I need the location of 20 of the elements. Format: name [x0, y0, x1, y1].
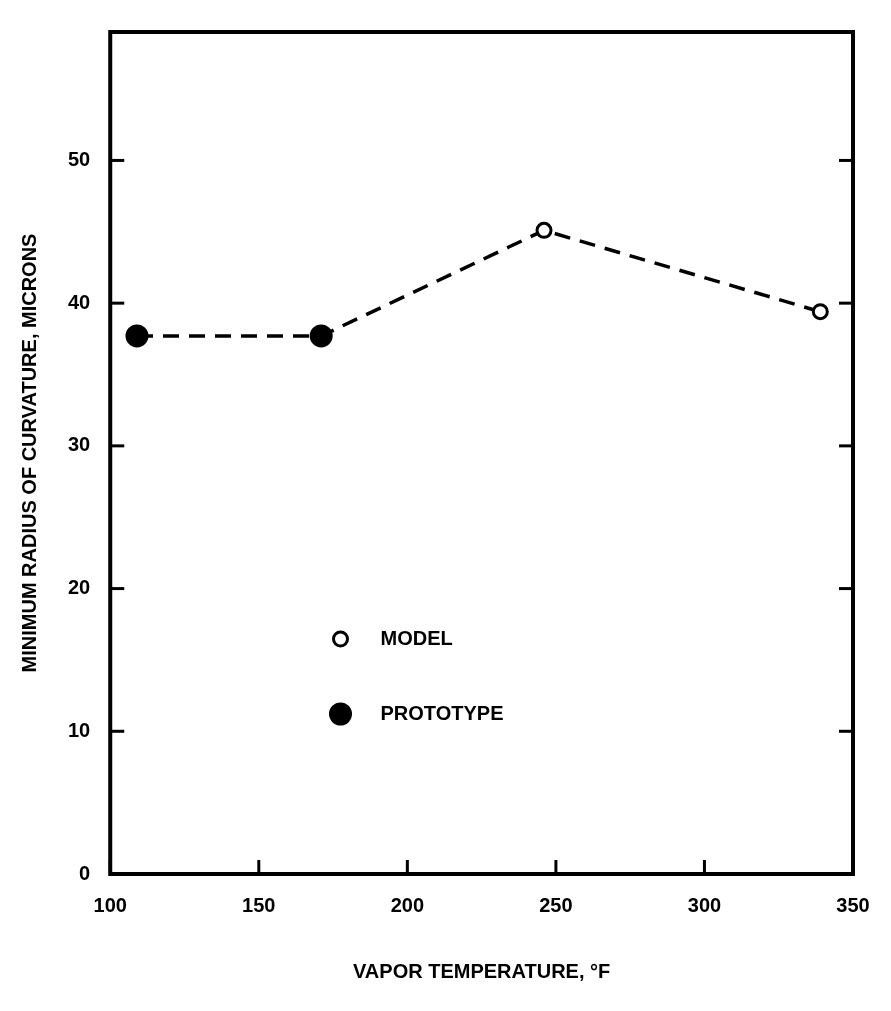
x-tick-label: 300 [687, 893, 722, 916]
legend-label: MODEL [380, 626, 453, 649]
y-tick-label: 10 [68, 718, 91, 741]
y-tick-label: 20 [68, 576, 91, 599]
y-tick-label: 40 [68, 290, 91, 313]
point [535, 221, 553, 239]
y-axis-title: MINIMUM RADIUS OF CURVATURE, MICRONS [17, 233, 40, 673]
x-tick-label: 200 [390, 893, 425, 916]
y-tick-label: 30 [68, 433, 91, 456]
legend-label: PROTOTYPE [380, 701, 504, 724]
x-tick-label: 250 [539, 893, 573, 916]
point [309, 324, 333, 348]
y-tick-label: 0 [79, 861, 91, 884]
x-tick-label: 100 [93, 893, 127, 916]
x-tick-label: 150 [242, 893, 276, 916]
x-axis-title: VAPOR TEMPERATURE, °F [352, 959, 611, 982]
x-tick-label: 350 [836, 893, 870, 916]
point [811, 303, 829, 321]
y-tick-label: 50 [68, 147, 91, 170]
point [125, 324, 149, 348]
